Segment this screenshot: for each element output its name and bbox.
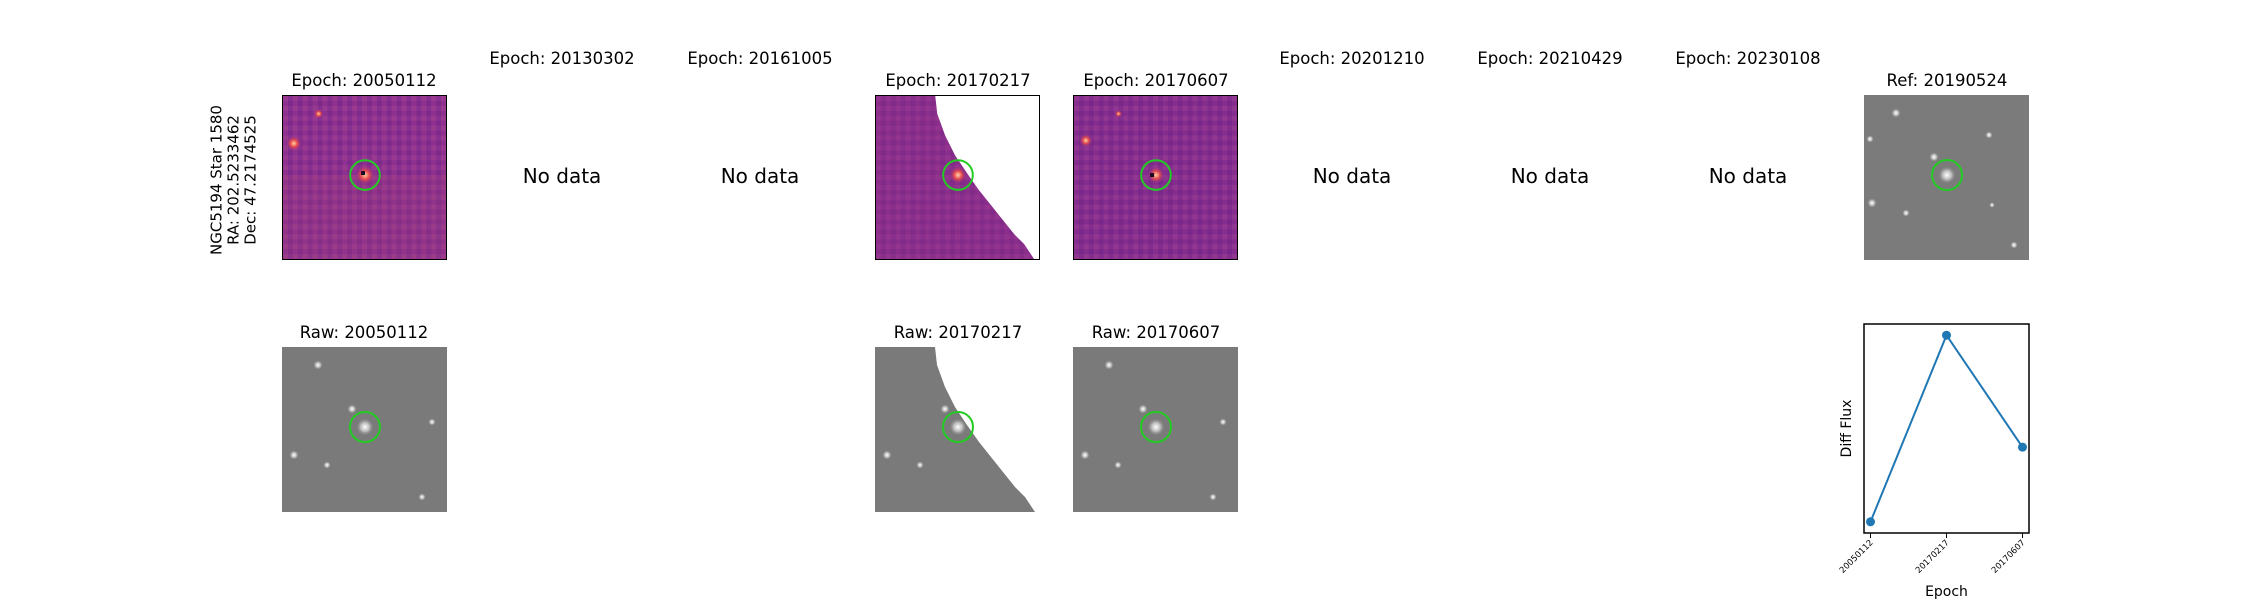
star-label: NGC5194 Star 1580 RA: 202.5233462 Dec: 4… [208,105,260,255]
diff-title-20170217: Epoch: 20170217 [885,71,1031,90]
chart-xlabel: Epoch [1925,584,1968,600]
no-data-20161005: No data [720,164,800,188]
diff-flux-chart: 20050112 20170217 20170607 Epoch Diff Flux [1838,323,2030,600]
diff-title-20161005: Epoch: 20161005 [687,49,833,68]
diff-title-20050112: Epoch: 20050112 [291,71,437,90]
chart-plot-area [1863,323,2030,534]
no-data-20230108: No data [1708,164,1788,188]
raw-image-20170217 [875,347,1040,512]
raw-image-20050112 [282,347,447,512]
diff-image-20050112 [282,95,447,260]
x-tick-label: 20050112 [1838,538,1876,576]
raw-title-20050112: Raw: 20050112 [299,323,429,342]
x-tick-label: 20170217 [1914,538,1952,576]
chart-ylabel: Diff Flux [1839,400,1855,458]
raw-title-20170217: Raw: 20170217 [893,323,1023,342]
x-tick-label: 20170607 [1990,538,2028,576]
star-name: NGC5194 Star 1580 [207,105,226,255]
diff-title-20210429: Epoch: 20210429 [1477,49,1623,68]
raw-title-20170607: Raw: 20170607 [1091,323,1221,342]
data-point [2018,442,2027,452]
no-data-20210429: No data [1510,164,1590,188]
data-point [1866,517,1875,527]
diff-title-20170607: Epoch: 20170607 [1083,71,1229,90]
star-ra: RA: 202.5233462 [224,115,243,245]
no-data-20201210: No data [1312,164,1392,188]
ref-title: Ref: 20190524 [1886,71,2008,90]
data-point [1942,330,1951,340]
diff-image-20170607 [1073,95,1238,260]
no-data-20130302: No data [522,164,602,188]
star-dec: Dec: 47.2174525 [241,115,260,245]
diff-image-20170217 [875,95,1040,260]
raw-image-20170607 [1073,347,1238,512]
diff-title-20130302: Epoch: 20130302 [489,49,635,68]
diff-title-20201210: Epoch: 20201210 [1279,49,1425,68]
ref-image [1864,95,2029,260]
diff-title-20230108: Epoch: 20230108 [1675,49,1821,68]
